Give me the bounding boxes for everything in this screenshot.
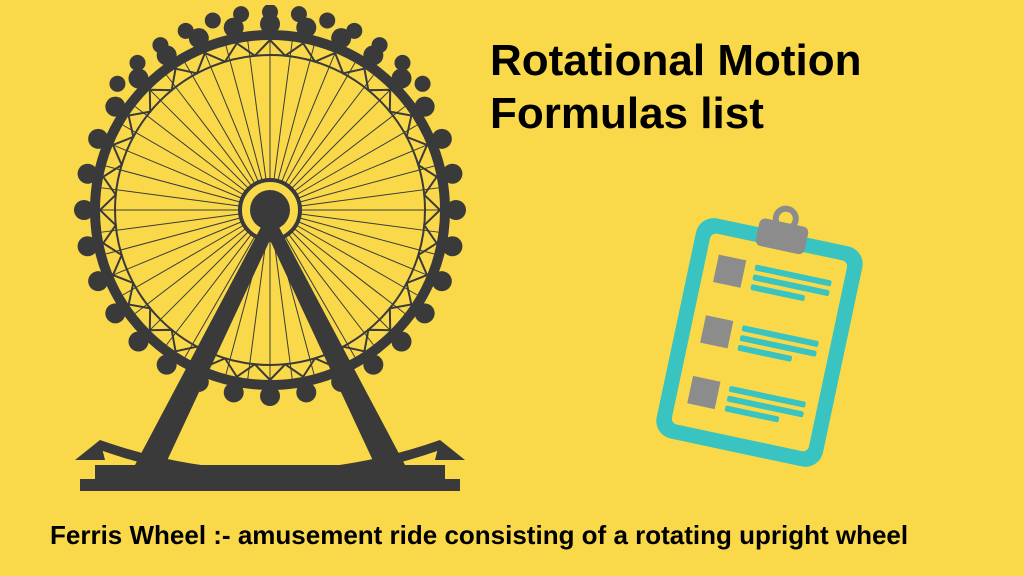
caption-text: Ferris Wheel :- amusement ride consistin… (50, 520, 908, 551)
page-title: Rotational Motion Formulas list (490, 35, 862, 141)
ferris-wheel-icon (60, 5, 480, 495)
clipboard-icon (650, 200, 870, 480)
title-line-1: Rotational Motion (490, 35, 862, 88)
title-line-2: Formulas list (490, 88, 862, 141)
